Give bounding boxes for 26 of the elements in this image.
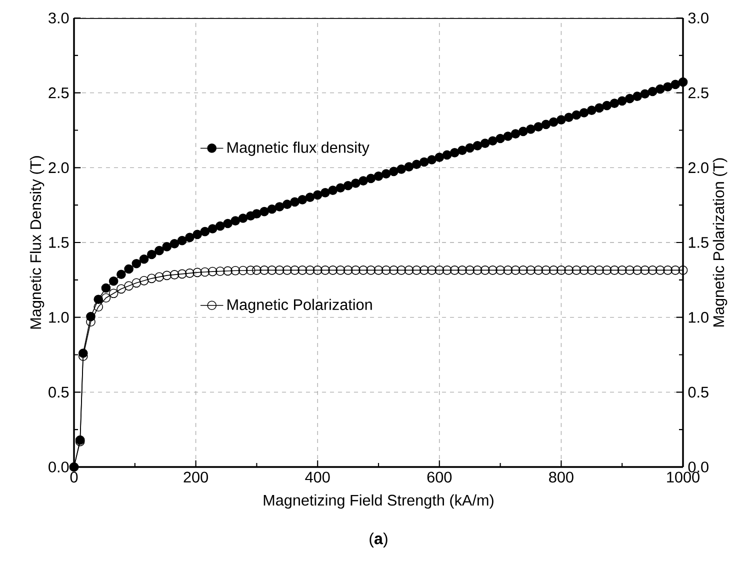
x-axis-title: Magnetizing Field Strength (kA/m) bbox=[264, 494, 494, 509]
text: (a) bbox=[370, 532, 388, 548]
x-tick-label: 0 bbox=[70, 472, 78, 483]
y-tick-label: 1.5 bbox=[49, 237, 69, 248]
x-tick-label: 200 bbox=[184, 472, 208, 483]
y2-tick-label: 0.0 bbox=[688, 462, 708, 472]
y2-tick-label: 1.5 bbox=[688, 237, 708, 248]
y2-axis-title: Magnetic Polarization (T) bbox=[712, 158, 728, 326]
legend-label: Magnetic Polarization bbox=[228, 298, 372, 314]
x-tick-label: 1000 bbox=[667, 472, 700, 483]
legend-label: Magnetic flux density bbox=[228, 142, 370, 156]
y2-tick-label: 1.0 bbox=[688, 312, 708, 323]
x-tick-label: 600 bbox=[427, 472, 452, 483]
x-tick-label: 400 bbox=[305, 472, 330, 483]
y-tick-label: 3.0 bbox=[48, 12, 69, 24]
x-tick-label: 800 bbox=[549, 472, 574, 483]
y-tick-label: 1.0 bbox=[49, 312, 69, 323]
y2-tick-label: 3.0 bbox=[688, 12, 708, 24]
y-tick-label: 0.0 bbox=[48, 462, 69, 472]
y2-tick-label: 2.5 bbox=[688, 87, 708, 98]
y2-tick-label: 2.0 bbox=[688, 162, 708, 174]
y2-tick-label: 0.5 bbox=[688, 386, 708, 398]
y-tick-label: 2.0 bbox=[48, 162, 69, 174]
y-tick-label: 0.5 bbox=[48, 386, 69, 398]
y-axis-title: Magnetic Flux Density (T) bbox=[30, 156, 44, 329]
y-tick-label: 2.5 bbox=[48, 87, 69, 98]
